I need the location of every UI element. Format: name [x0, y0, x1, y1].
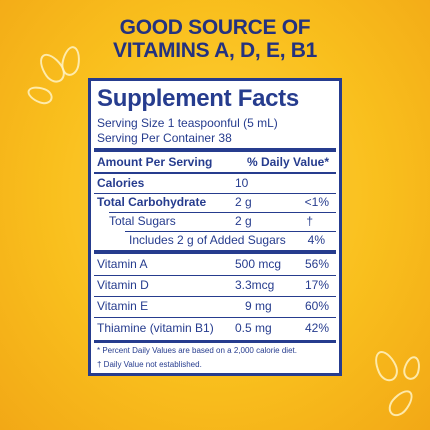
row-amount: 2 g — [235, 214, 252, 228]
row-name: Total Sugars — [109, 214, 176, 228]
row-amount: 0.5 mg — [235, 321, 272, 335]
divider — [94, 193, 336, 194]
row-dv: 17% — [304, 278, 329, 292]
leaf-decoration-5 — [384, 385, 418, 421]
row-name: Vitamin E — [97, 299, 149, 313]
leaf-decoration-6 — [401, 354, 423, 382]
table-row: Vitamin E 9 mg 60% — [97, 299, 333, 315]
row-dv: <1% — [304, 195, 329, 209]
headline-line-2: VITAMINS A, D, E, B1 — [112, 39, 318, 62]
table-row: Calories 10 — [97, 176, 333, 192]
row-name: Thiamine (vitamin B1) — [97, 321, 214, 335]
table-row: Total Sugars 2 g † — [97, 214, 333, 230]
row-dv: 56% — [304, 257, 329, 271]
thick-divider — [94, 148, 336, 152]
divider — [94, 275, 336, 276]
header-daily-value: % Daily Value* — [246, 155, 329, 169]
row-name: Vitamin D — [97, 278, 149, 292]
footnote-not-established: † Daily Value not established. — [97, 360, 202, 369]
row-amount: 500 mcg — [235, 257, 282, 271]
thick-divider — [94, 340, 336, 343]
footnote-daily-values: * Percent Daily Values are based on a 2,… — [97, 346, 297, 355]
table-row: Thiamine (vitamin B1) 0.5 mg 42% — [97, 321, 333, 337]
divider — [109, 212, 336, 213]
row-dv: 4% — [307, 233, 325, 247]
facts-title: Supplement Facts — [97, 85, 299, 112]
row-amount: 3.3mcg — [235, 278, 275, 292]
leaf-decoration-4 — [370, 347, 402, 385]
row-name: Vitamin A — [97, 257, 148, 271]
row-dv: † — [306, 214, 313, 228]
servings-per-container: Serving Per Container 38 — [97, 131, 232, 145]
divider — [94, 317, 336, 318]
headline-line-1: GOOD SOURCE OF — [119, 16, 311, 39]
divider — [125, 231, 336, 232]
header-amount: Amount Per Serving — [97, 155, 213, 169]
headline: GOOD SOURCE OF VITAMINS A, D, E, B1 — [0, 16, 430, 62]
serving-size: Serving Size 1 teaspoonful (5 mL) — [97, 116, 278, 130]
divider — [94, 296, 336, 297]
row-dv: 60% — [304, 299, 329, 313]
leaf-decoration-3 — [25, 83, 55, 107]
row-name: Includes 2 g of Added Sugars — [129, 233, 286, 247]
row-amount: 9 mg — [245, 299, 272, 313]
thick-divider — [94, 250, 336, 254]
row-name: Calories — [97, 176, 145, 190]
table-row: Total Carbohydrate 2 g <1% — [97, 195, 333, 211]
table-row: Vitamin A 500 mcg 56% — [97, 257, 333, 273]
supplement-facts-panel: Supplement Facts Serving Size 1 teaspoon… — [88, 78, 342, 376]
table-header: Amount Per Serving % Daily Value* — [97, 155, 333, 171]
row-amount: 10 — [235, 176, 249, 190]
row-name: Total Carbohydrate — [97, 195, 207, 209]
divider — [94, 172, 336, 174]
table-row: Includes 2 g of Added Sugars 4% — [97, 233, 333, 263]
table-row: Vitamin D 3.3mcg 17% — [97, 278, 333, 294]
row-dv: 42% — [304, 321, 329, 335]
row-amount: 2 g — [235, 195, 252, 209]
